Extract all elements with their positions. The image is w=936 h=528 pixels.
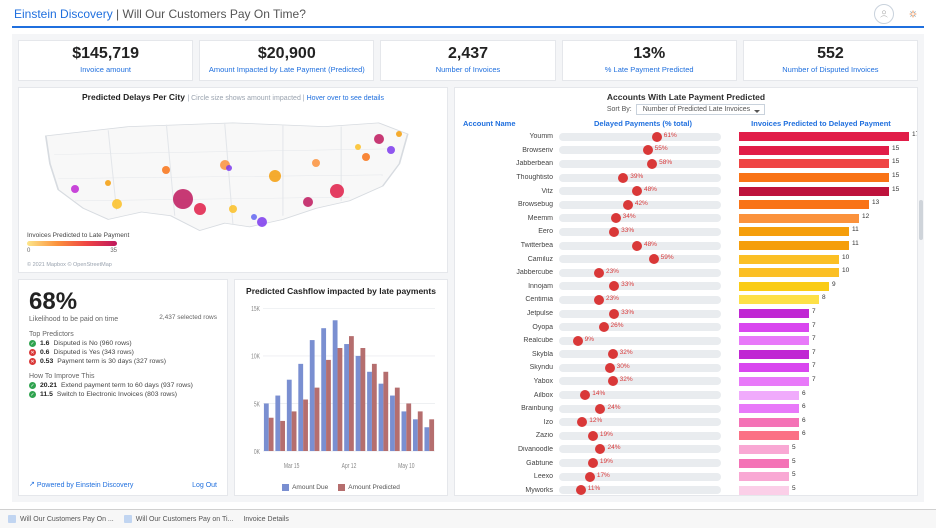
col-invoices[interactable]: Invoices Predicted to Delayed Payment: [733, 119, 909, 128]
kpi-0[interactable]: $145,719Invoice amount: [18, 40, 193, 81]
svg-text:May 10: May 10: [398, 463, 415, 470]
account-row[interactable]: Jabbercube23%10: [463, 266, 909, 280]
account-row[interactable]: Vitz48%15: [463, 184, 909, 198]
account-row[interactable]: Zazio19%6: [463, 429, 909, 443]
plus-icon: ✓: [29, 382, 36, 389]
account-row[interactable]: Youmm61%17: [463, 130, 909, 144]
predictor-line[interactable]: ✓20.21Extend payment term to 60 days (93…: [29, 382, 217, 389]
kpi-4[interactable]: 552Number of Disputed Invoices: [743, 40, 918, 81]
sheet-tab-2[interactable]: Will Our Customers Pay on Ti...: [124, 515, 234, 523]
map-bubble[interactable]: [355, 144, 361, 150]
likelihood-value: 68%: [29, 288, 217, 316]
map-bubble[interactable]: [303, 197, 313, 207]
kpi-row: $145,719Invoice amount$20,900Amount Impa…: [18, 40, 918, 81]
subtitle: Will Our Customers Pay On Time?: [123, 7, 306, 21]
prediction-card: 68% Likelihood to be paid on time 2,437 …: [18, 279, 228, 496]
predictor-line[interactable]: ✓11.5Switch to Electronic Invoices (803 …: [29, 391, 217, 398]
account-row[interactable]: Izo12%6: [463, 415, 909, 429]
account-row[interactable]: Jetpulse33%7: [463, 307, 909, 321]
account-row[interactable]: Meemm34%12: [463, 212, 909, 226]
cashflow-title: Predicted Cashflow impacted by late paym…: [241, 286, 441, 296]
account-row[interactable]: Skyndu30%7: [463, 361, 909, 375]
map-bubble[interactable]: [269, 170, 281, 182]
account-row[interactable]: Brainbung24%6: [463, 402, 909, 416]
kpi-1[interactable]: $20,900Amount Impacted by Late Payment (…: [199, 40, 374, 81]
svg-text:15K: 15K: [251, 307, 260, 314]
map-bubble[interactable]: [374, 134, 384, 144]
account-row[interactable]: Oyopa26%7: [463, 320, 909, 334]
account-row[interactable]: Jabberbean58%15: [463, 157, 909, 171]
accounts-title: Accounts With Late Payment Predicted: [455, 88, 917, 104]
map-bubble[interactable]: [312, 159, 320, 167]
accounts-rows: Youmm61%17Browseriv55%15Jabberbean58%15T…: [455, 130, 917, 495]
account-row[interactable]: Centimia23%8: [463, 293, 909, 307]
predictor-line[interactable]: ✕0.53Payment term is 30 days (327 rows): [29, 358, 217, 365]
map-hover-link[interactable]: Hover over to see details: [307, 95, 384, 102]
account-row[interactable]: Yabox32%7: [463, 375, 909, 389]
predictor-line[interactable]: ✕0.6Disputed is Yes (343 rows): [29, 349, 217, 356]
svg-text:5K: 5K: [254, 402, 260, 409]
top-predictors-label: Top Predictors: [29, 331, 217, 338]
kpi-2[interactable]: 2,437Number of Invoices: [380, 40, 555, 81]
svg-text:0K: 0K: [254, 449, 260, 456]
map-bubble[interactable]: [387, 146, 395, 154]
account-row[interactable]: Browsebug42%13: [463, 198, 909, 212]
us-map[interactable]: [25, 108, 441, 238]
brand: Einstein Discovery: [14, 7, 113, 21]
kpi-3[interactable]: 13%% Late Payment Predicted: [562, 40, 737, 81]
map-bubble[interactable]: [173, 189, 193, 209]
improve-label: How To Improve This: [29, 373, 217, 380]
account-row[interactable]: Myworks11%5: [463, 483, 909, 495]
plus-icon: ✓: [29, 391, 36, 398]
sheet-tab-3[interactable]: Invoice Details: [243, 516, 289, 523]
plus-icon: ✓: [29, 340, 36, 347]
map-legend: Invoices Predicted to Late Payment 035: [27, 232, 129, 254]
map-title: Predicted Delays Per City: [82, 92, 185, 102]
account-row[interactable]: Innojam33%9: [463, 280, 909, 294]
cashflow-card: Predicted Cashflow impacted by late paym…: [234, 279, 448, 496]
sort-select[interactable]: Number of Predicted Late Invoices: [636, 104, 765, 115]
sheet-tab-1[interactable]: Will Our Customers Pay On ...: [8, 515, 114, 523]
map-bubble[interactable]: [251, 214, 257, 220]
page-title: Einstein Discovery | Will Our Customers …: [14, 7, 306, 21]
minus-icon: ✕: [29, 349, 36, 356]
svg-text:Apr 12: Apr 12: [342, 463, 357, 470]
powered-by-link[interactable]: ↗ Powered by Einstein Discovery: [29, 481, 133, 489]
account-row[interactable]: Camiluz59%10: [463, 252, 909, 266]
col-account[interactable]: Account Name: [463, 119, 553, 128]
einstein-icon[interactable]: [874, 4, 894, 24]
account-row[interactable]: Divanoodle24%5: [463, 443, 909, 457]
account-row[interactable]: Ailbox14%6: [463, 388, 909, 402]
map-card: Predicted Delays Per City | Circle size …: [18, 87, 448, 273]
map-attribution: © 2021 Mapbox © OpenStreetMap: [27, 262, 112, 268]
account-row[interactable]: Eero33%11: [463, 225, 909, 239]
scrollbar-thumb[interactable]: [919, 200, 923, 240]
col-delayed-pct[interactable]: Delayed Payments (% total): [553, 119, 733, 128]
account-row[interactable]: Thoughtisto39%15: [463, 171, 909, 185]
selected-rows: 2,437 selected rows: [159, 314, 217, 321]
account-row[interactable]: Twitterbea48%11: [463, 239, 909, 253]
svg-text:10K: 10K: [251, 354, 260, 361]
sort-label: Sort By:: [607, 106, 632, 113]
svg-text:Mar 15: Mar 15: [284, 463, 300, 470]
cashflow-legend: Amount Due Amount Predicted: [241, 484, 441, 491]
account-row[interactable]: Realcube9%7: [463, 334, 909, 348]
tableau-icon[interactable]: [904, 5, 922, 23]
accounts-panel: Accounts With Late Payment Predicted Sor…: [454, 87, 918, 496]
account-row[interactable]: Leexo17%5: [463, 470, 909, 484]
account-row[interactable]: Browseriv55%15: [463, 144, 909, 158]
account-row[interactable]: Gabtune19%5: [463, 456, 909, 470]
account-row[interactable]: Skybla32%7: [463, 348, 909, 362]
minus-icon: ✕: [29, 358, 36, 365]
cashflow-chart[interactable]: 0K 5K 10K 15K Mar 15 Apr 12 May 10: [241, 300, 441, 482]
map-bubble[interactable]: [112, 199, 122, 209]
logout-link[interactable]: Log Out: [192, 482, 217, 489]
predictor-line[interactable]: ✓1.6Disputed is No (960 rows): [29, 340, 217, 347]
map-bubble[interactable]: [226, 165, 232, 171]
map-bubble[interactable]: [71, 185, 79, 193]
